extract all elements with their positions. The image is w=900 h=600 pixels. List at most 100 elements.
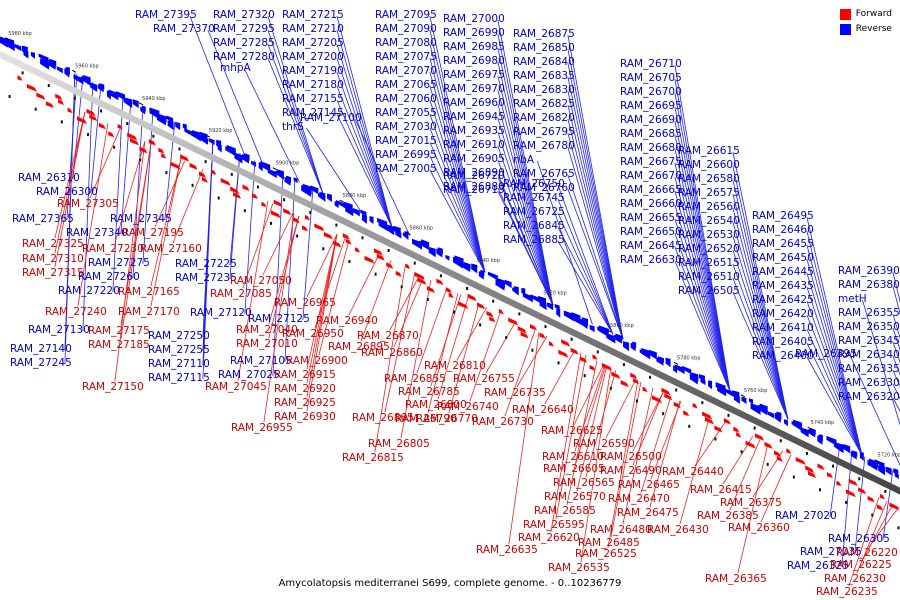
gene-leader-line bbox=[142, 111, 154, 265]
reverse-gene-label: RAM_26780 bbox=[513, 140, 575, 152]
forward-gene-feature bbox=[364, 255, 375, 264]
reverse-gene-feature bbox=[412, 238, 423, 250]
gene-leader-line bbox=[82, 81, 94, 332]
reverse-gene-feature bbox=[360, 209, 367, 217]
forward-gene-feature bbox=[180, 154, 190, 162]
reverse-gene-label: RAM_26455 bbox=[752, 238, 814, 250]
reverse-gene-feature bbox=[345, 206, 354, 217]
reverse-gene-label: RAM_26990 bbox=[443, 27, 505, 39]
reverse-gene-label: ribA bbox=[513, 154, 535, 166]
reverse-gene-feature bbox=[835, 442, 844, 454]
gene-leader-line bbox=[497, 117, 554, 306]
gene-leader-line bbox=[237, 200, 269, 382]
forward-gene-feature bbox=[45, 101, 54, 108]
scale-tick-mark bbox=[71, 69, 77, 73]
feature-tick bbox=[126, 122, 129, 126]
reverse-gene-label: RAM_26305 bbox=[828, 533, 890, 545]
forward-gene-label: RAM_26940 bbox=[316, 315, 378, 327]
forward-gene-feature bbox=[36, 92, 46, 100]
forward-gene-feature bbox=[198, 171, 206, 178]
reverse-gene-feature bbox=[108, 89, 119, 101]
reverse-gene-label: RAM_26655 bbox=[620, 212, 682, 224]
gene-leader-line bbox=[674, 92, 731, 392]
reverse-gene-label: RAM_27075 bbox=[375, 51, 437, 63]
feature-tick bbox=[792, 475, 795, 479]
forward-gene-feature bbox=[692, 402, 698, 409]
forward-gene-feature bbox=[580, 356, 588, 363]
forward-gene-feature bbox=[117, 123, 123, 130]
feature-tick bbox=[47, 84, 50, 88]
reverse-gene-label: RAM_26395 bbox=[795, 348, 857, 360]
reverse-gene-feature bbox=[487, 271, 498, 281]
reverse-gene-label: RAM_27260 bbox=[78, 271, 140, 283]
gene-leader-line bbox=[567, 146, 624, 340]
reverse-gene-feature bbox=[598, 325, 609, 338]
reverse-gene-label: RAM_26935 bbox=[443, 125, 505, 137]
reverse-gene-label: mhpA bbox=[220, 62, 251, 74]
reverse-gene-feature bbox=[632, 341, 637, 349]
forward-gene-feature bbox=[570, 347, 579, 355]
forward-gene-feature bbox=[879, 493, 885, 500]
gene-leader-line bbox=[336, 85, 393, 228]
reverse-gene-feature bbox=[606, 333, 616, 344]
reverse-gene-label: RAM_26335 bbox=[838, 363, 900, 375]
reverse-gene-feature bbox=[793, 419, 803, 432]
gene-leader-line bbox=[336, 99, 393, 228]
forward-gene-feature bbox=[55, 93, 63, 101]
gene-leader-line bbox=[54, 111, 86, 268]
forward-gene-feature bbox=[158, 147, 165, 154]
feature-tick bbox=[622, 363, 625, 367]
reverse-gene-label: RAM_26425 bbox=[752, 294, 814, 306]
reverse-gene-label: RAM_26705 bbox=[620, 72, 682, 84]
feature-tick bbox=[557, 361, 560, 365]
forward-gene-feature bbox=[89, 114, 98, 122]
forward-gene-label: RAM_26500 bbox=[600, 451, 662, 463]
gene-leader-line bbox=[567, 132, 624, 340]
gene-leader-line bbox=[427, 292, 459, 414]
forward-gene-label: RAM_26770 bbox=[416, 413, 478, 425]
gene-leader-line bbox=[497, 190, 554, 306]
gene-leader-line bbox=[567, 118, 624, 340]
forward-gene-feature bbox=[630, 372, 638, 380]
gene-leader-line bbox=[302, 188, 314, 321]
gene-leader-line bbox=[567, 174, 624, 340]
reverse-gene-label: RAM_26970 bbox=[443, 83, 505, 95]
scale-tick-label: 5840 kbp bbox=[476, 258, 500, 264]
reverse-gene-label: RAM_26345 bbox=[838, 335, 900, 347]
gene-leader-line bbox=[632, 392, 664, 466]
forward-gene-label: RAM_26360 bbox=[728, 522, 790, 534]
forward-gene-feature bbox=[414, 272, 425, 280]
forward-gene-label: RAM_26635 bbox=[476, 544, 538, 556]
reverse-gene-feature bbox=[674, 364, 685, 375]
gene-leader-line bbox=[202, 140, 214, 380]
forward-gene-feature bbox=[386, 262, 394, 269]
reverse-gene-label: RAM_26750 bbox=[503, 178, 565, 190]
reverse-gene-label: RAM_27025 bbox=[218, 369, 280, 381]
reverse-gene-feature bbox=[878, 464, 886, 476]
gene-leader-line bbox=[674, 106, 731, 392]
forward-gene-label: RAM_26915 bbox=[274, 369, 336, 381]
forward-gene-feature bbox=[323, 231, 333, 240]
gene-leader-line bbox=[555, 355, 587, 520]
gene-leader-line bbox=[284, 179, 296, 363]
forward-gene-label: RAM_27195 bbox=[122, 227, 184, 239]
reverse-gene-feature bbox=[428, 246, 436, 258]
reverse-gene-label: RAM_27220 bbox=[58, 285, 120, 297]
reverse-gene-feature bbox=[149, 107, 160, 120]
reverse-gene-label: RAM_26685 bbox=[620, 128, 682, 140]
reverse-gene-feature bbox=[708, 380, 713, 390]
gene-leader-line bbox=[508, 332, 540, 545]
reverse-gene-feature bbox=[191, 129, 201, 142]
reverse-gene-feature bbox=[547, 302, 554, 311]
reverse-gene-feature bbox=[783, 419, 788, 427]
gene-leader-line bbox=[429, 57, 486, 273]
reverse-gene-feature bbox=[421, 239, 430, 248]
gene-leader-line bbox=[400, 279, 432, 439]
reverse-gene-feature bbox=[201, 136, 209, 145]
reverse-gene-label: RAM_26560 bbox=[678, 201, 740, 213]
reverse-gene-label: RAM_27210 bbox=[282, 23, 344, 35]
reverse-gene-label: RAM_27245 bbox=[10, 357, 72, 369]
forward-gene-feature bbox=[355, 247, 361, 253]
reverse-gene-feature bbox=[437, 247, 443, 255]
forward-gene-label: RAM_26895 bbox=[328, 341, 390, 353]
